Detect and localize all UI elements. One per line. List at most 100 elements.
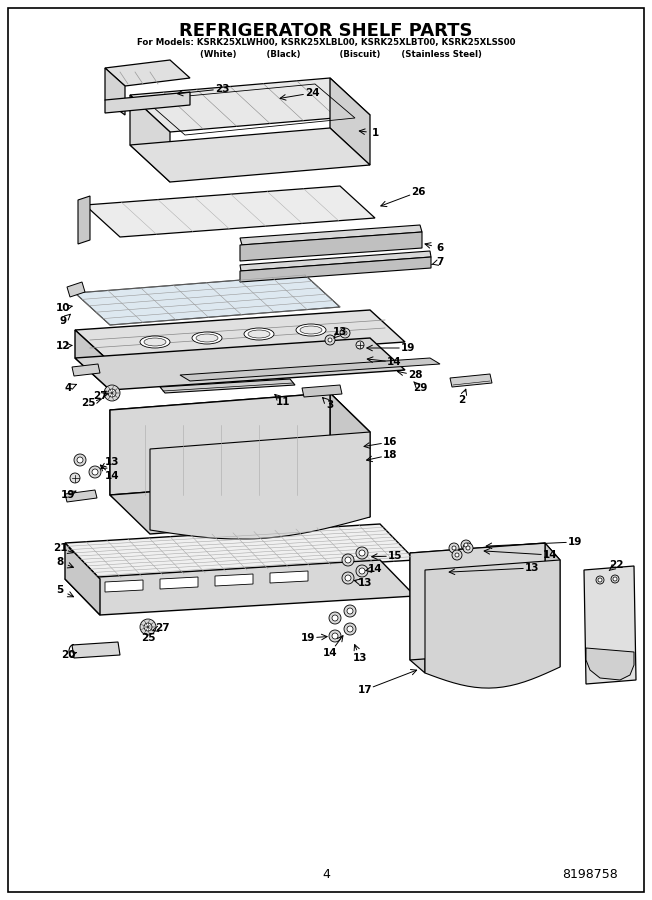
Polygon shape	[160, 577, 198, 589]
Text: 27: 27	[93, 391, 108, 401]
Text: 8198758: 8198758	[562, 868, 618, 881]
Circle shape	[598, 578, 602, 582]
Text: 13: 13	[105, 457, 119, 467]
Text: 28: 28	[408, 370, 422, 380]
Polygon shape	[72, 364, 100, 376]
Circle shape	[596, 576, 604, 584]
Polygon shape	[85, 186, 375, 237]
Text: 19: 19	[568, 537, 582, 547]
Text: 19: 19	[301, 633, 315, 643]
Circle shape	[89, 466, 101, 478]
Circle shape	[347, 608, 353, 614]
Ellipse shape	[296, 324, 326, 336]
Circle shape	[329, 630, 341, 642]
Text: For Models: KSRK25XLWH00, KSRK25XLBL00, KSRK25XLBT00, KSRK25XLSS00: For Models: KSRK25XLWH00, KSRK25XLBL00, …	[137, 38, 515, 47]
Polygon shape	[240, 257, 431, 282]
Text: 23: 23	[215, 84, 230, 94]
Circle shape	[343, 331, 347, 335]
Circle shape	[344, 605, 356, 617]
Text: 4: 4	[322, 868, 330, 881]
Text: 25: 25	[141, 633, 155, 643]
Circle shape	[455, 553, 459, 557]
Text: 25: 25	[81, 398, 95, 408]
Polygon shape	[425, 560, 560, 688]
Circle shape	[345, 557, 351, 563]
Polygon shape	[105, 580, 143, 592]
Text: (White)          (Black)             (Biscuit)       (Stainless Steel): (White) (Black) (Biscuit) (Stainless Ste…	[170, 50, 482, 59]
Polygon shape	[65, 490, 97, 502]
Text: 14: 14	[542, 550, 557, 560]
Polygon shape	[150, 432, 370, 539]
Text: 8: 8	[56, 557, 64, 567]
Text: 21: 21	[53, 543, 67, 553]
Polygon shape	[160, 379, 295, 393]
Polygon shape	[330, 393, 370, 517]
Ellipse shape	[144, 338, 166, 346]
Circle shape	[140, 619, 156, 635]
Polygon shape	[450, 374, 492, 387]
Text: 29: 29	[413, 383, 427, 393]
Circle shape	[108, 389, 116, 397]
Polygon shape	[240, 225, 422, 245]
Circle shape	[340, 328, 350, 338]
Circle shape	[329, 612, 341, 624]
Text: 12: 12	[56, 341, 70, 351]
Text: 20: 20	[61, 650, 75, 660]
Polygon shape	[105, 60, 190, 86]
Text: 13: 13	[353, 653, 367, 663]
Circle shape	[345, 575, 351, 581]
Text: 27: 27	[155, 623, 170, 633]
Polygon shape	[130, 95, 170, 182]
Text: 1: 1	[372, 128, 379, 138]
Text: 14: 14	[368, 564, 382, 574]
Ellipse shape	[244, 328, 274, 340]
Circle shape	[613, 577, 617, 581]
Text: 4: 4	[65, 383, 72, 393]
Circle shape	[452, 550, 462, 560]
Text: 18: 18	[383, 450, 397, 460]
Circle shape	[332, 633, 338, 639]
Text: 13: 13	[525, 563, 539, 573]
Polygon shape	[270, 571, 308, 583]
Text: 13: 13	[333, 327, 348, 337]
Circle shape	[104, 385, 120, 401]
Circle shape	[359, 550, 365, 556]
Text: 24: 24	[304, 88, 319, 98]
Polygon shape	[75, 330, 110, 390]
Polygon shape	[110, 410, 150, 530]
Polygon shape	[65, 543, 100, 615]
Text: 17: 17	[358, 685, 372, 695]
Polygon shape	[75, 338, 405, 390]
Circle shape	[92, 469, 98, 475]
Circle shape	[328, 338, 332, 342]
Polygon shape	[110, 393, 370, 449]
Polygon shape	[410, 543, 560, 570]
Polygon shape	[410, 543, 545, 660]
Polygon shape	[215, 574, 253, 586]
Polygon shape	[67, 282, 85, 297]
Ellipse shape	[300, 326, 322, 334]
Circle shape	[611, 575, 619, 583]
Polygon shape	[78, 196, 90, 244]
Text: 14: 14	[387, 357, 402, 367]
Polygon shape	[110, 393, 330, 495]
Circle shape	[359, 568, 365, 574]
Circle shape	[344, 623, 356, 635]
Circle shape	[461, 540, 471, 550]
Circle shape	[347, 626, 353, 632]
Text: 11: 11	[276, 397, 290, 407]
Polygon shape	[105, 92, 190, 113]
Circle shape	[464, 543, 468, 547]
Circle shape	[74, 454, 86, 466]
Polygon shape	[330, 78, 370, 165]
Polygon shape	[72, 642, 120, 658]
Circle shape	[342, 572, 354, 584]
Circle shape	[70, 473, 80, 483]
Text: 19: 19	[401, 343, 415, 353]
Circle shape	[466, 546, 470, 550]
Text: 15: 15	[388, 551, 402, 561]
Text: 14: 14	[323, 648, 337, 658]
Polygon shape	[105, 68, 125, 115]
Circle shape	[463, 543, 473, 553]
Text: 13: 13	[358, 578, 372, 588]
